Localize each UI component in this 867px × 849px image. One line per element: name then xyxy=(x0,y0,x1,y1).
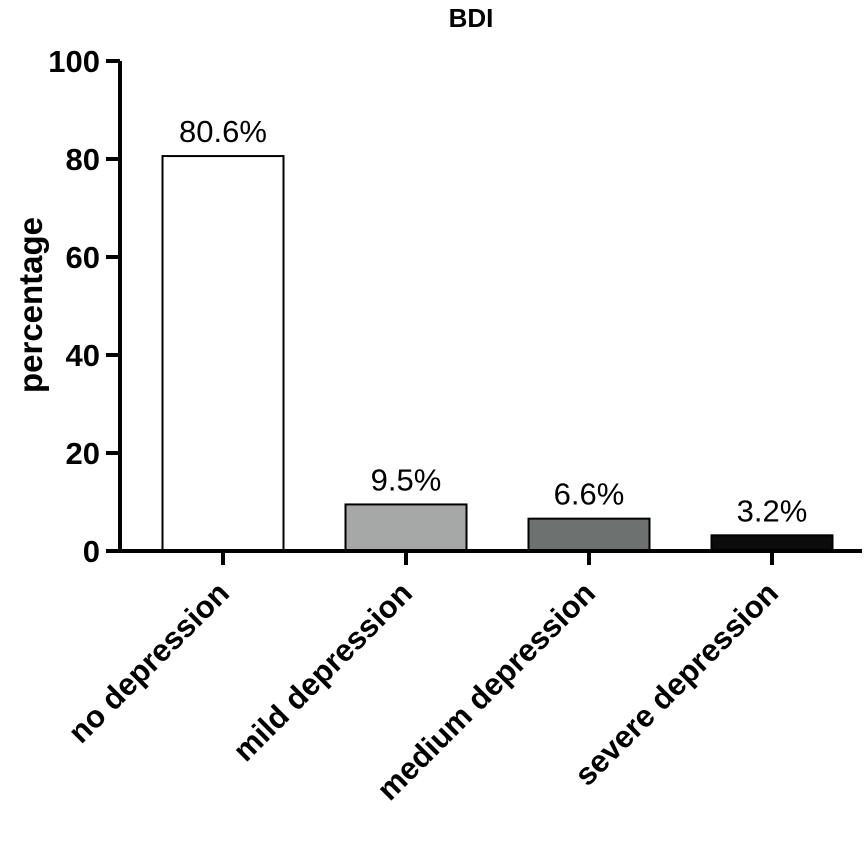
bars xyxy=(161,155,834,553)
y-tick-label: 40 xyxy=(66,338,100,373)
bar xyxy=(527,517,651,552)
x-tick-label: severe depression xyxy=(568,575,785,792)
data-label: 6.6% xyxy=(554,477,625,512)
x-tick-label: no depression xyxy=(61,575,236,750)
y-tick-label: 80 xyxy=(66,142,100,177)
bar xyxy=(161,155,285,552)
data-label: 3.2% xyxy=(737,493,808,528)
data-label: 80.6% xyxy=(179,114,267,149)
y-tick-label: 60 xyxy=(66,240,100,275)
chart-title: BDI xyxy=(449,3,494,33)
bar xyxy=(710,534,834,553)
y-tick-label: 0 xyxy=(83,534,100,569)
y-axis-ticks: 0 20 40 60 80 100 xyxy=(48,44,120,569)
y-axis-label: percentage xyxy=(12,217,49,393)
data-label: 9.5% xyxy=(371,462,442,497)
y-tick-label: 20 xyxy=(66,436,100,471)
y-tick-label: 100 xyxy=(48,44,100,79)
data-labels: 80.6% 9.5% 6.6% 3.2% xyxy=(179,114,807,528)
bar xyxy=(344,503,468,553)
x-tick-label: mild depression xyxy=(226,575,419,768)
